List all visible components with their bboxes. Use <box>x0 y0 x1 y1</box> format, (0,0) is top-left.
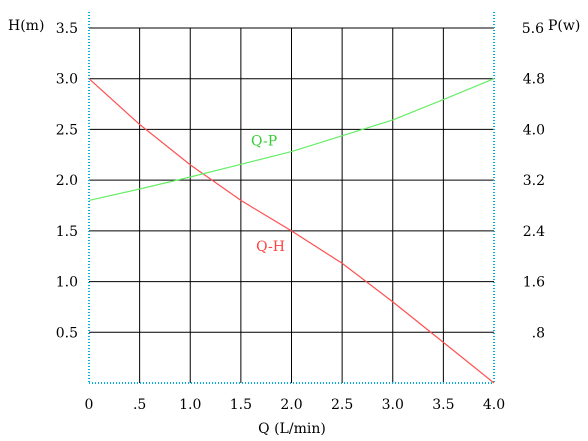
series-line-q-p <box>88 78 495 201</box>
y-left-axis-label: H(m) <box>8 18 44 34</box>
y-left-tick-label: 1.5 <box>56 224 78 240</box>
y-left-tick-label: 3.0 <box>56 72 78 88</box>
x-tick-label: 4.0 <box>483 397 505 413</box>
y-right-tick-label: 1.6 <box>523 275 545 291</box>
series-label-q-h: Q-H <box>256 239 285 255</box>
y-left-tick-label: 2.5 <box>56 122 78 138</box>
x-tick-label: 0 <box>85 397 94 413</box>
y-right-tick-label: 2.4 <box>523 224 545 240</box>
plot-frame <box>88 12 495 384</box>
y-left-tick-label: 2.0 <box>56 173 78 189</box>
y-left-tick-label: 1.0 <box>56 275 78 291</box>
series-line-q-h <box>88 78 495 384</box>
series-label-q-p: Q-P <box>251 133 277 149</box>
series-lines <box>88 78 495 384</box>
x-axis-label: Q (L/min) <box>258 421 326 437</box>
x-tick-label: 1.0 <box>179 397 201 413</box>
grid <box>89 27 494 383</box>
y-right-axis-label: P(w) <box>548 18 580 34</box>
x-tick-label: .5 <box>133 397 146 413</box>
labels: H(m) P(w) Q (L/min) 0.5 1.0 1.5 2.0 2.5 3.0 3.… <box>8 18 580 437</box>
x-tick-label: 2.0 <box>280 397 302 413</box>
y-right-tick-label: .8 <box>532 325 545 341</box>
y-left-tick-label: 0.5 <box>56 325 78 341</box>
x-tick-label: 1.5 <box>230 397 252 413</box>
x-tick-label: 3.5 <box>432 397 454 413</box>
y-right-tick-label: 5.6 <box>522 21 544 37</box>
y-left-tick-label: 3.5 <box>56 21 78 37</box>
y-right-tick-label: 4.8 <box>523 72 545 88</box>
x-tick-label: 2.5 <box>331 397 353 413</box>
y-right-tick-label: 3.2 <box>523 173 545 189</box>
x-tick-label: 3.0 <box>382 397 404 413</box>
y-right-tick-label: 4.0 <box>523 122 545 138</box>
